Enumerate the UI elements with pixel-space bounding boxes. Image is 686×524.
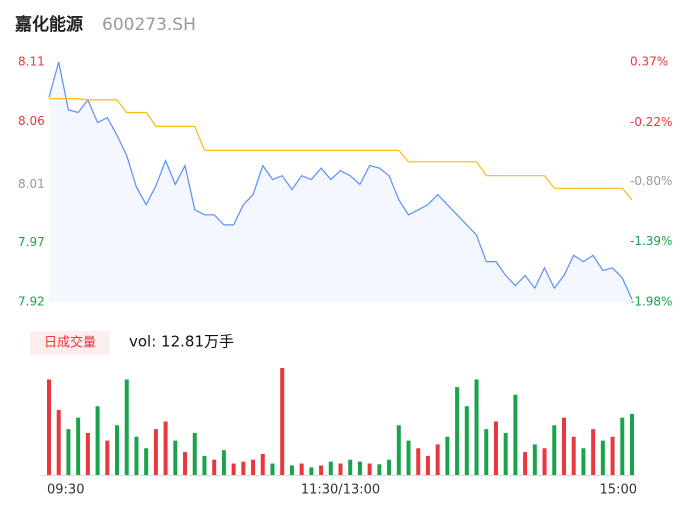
volume-bar: [183, 452, 188, 475]
volume-bar: [260, 453, 265, 475]
y-tick-label: 7.97: [18, 235, 45, 249]
y2-tick-label: 0.37%: [630, 55, 668, 69]
volume-bar: [299, 463, 304, 475]
volume-bar: [328, 461, 333, 475]
volume-bar: [630, 413, 634, 475]
volume-bar: [95, 406, 100, 475]
volume-bar: [416, 448, 421, 475]
volume-bar: [47, 379, 51, 475]
volume-bar: [552, 425, 557, 475]
volume-bar: [134, 436, 139, 475]
volume-bar: [338, 463, 343, 475]
volume-tab[interactable]: [30, 331, 110, 355]
volume-bar: [231, 463, 236, 475]
volume-bar: [455, 387, 460, 475]
volume-bar: [600, 440, 605, 475]
volume-bar: [377, 464, 382, 475]
y-tick-label: 8.11: [18, 55, 45, 69]
volume-bar: [56, 410, 61, 475]
volume-bar: [406, 440, 411, 475]
volume-bar: [445, 436, 450, 475]
volume-bar: [251, 459, 256, 475]
volume-bar: [610, 436, 615, 475]
volume-bar: [503, 432, 508, 475]
volume-bar: [163, 421, 168, 475]
volume-bar: [241, 461, 246, 475]
volume-bar: [493, 421, 498, 475]
volume-bar: [387, 459, 392, 475]
average-line: [49, 98, 633, 201]
volume-bar: [581, 448, 586, 475]
volume-bar: [348, 459, 353, 475]
volume-bar: [192, 432, 197, 475]
x-tick-label: 15:00: [600, 483, 637, 498]
volume-bar: [144, 448, 149, 475]
volume-bar: [153, 429, 158, 475]
stock-name: 嘉化能源: [14, 14, 83, 35]
volume-bar: [66, 429, 71, 475]
volume-bar: [289, 465, 294, 475]
volume-total: vol: 12.81万手: [129, 333, 234, 351]
volume-bar: [542, 448, 547, 475]
volume-bar: [115, 425, 120, 475]
volume-bar: [280, 368, 285, 475]
volume-bar: [76, 417, 81, 475]
volume-bar: [319, 465, 324, 475]
volume-bar: [270, 463, 275, 475]
y-tick-label: 8.06: [18, 114, 45, 128]
price-area: [49, 62, 632, 302]
volume-bar: [212, 459, 217, 475]
volume-bar: [105, 440, 110, 475]
volume-bar: [124, 379, 129, 475]
y2-tick-label: -1.39%: [630, 234, 672, 248]
x-tick-label: 09:30: [47, 483, 84, 498]
volume-bar: [513, 394, 518, 475]
volume-bar: [561, 417, 566, 475]
price-line: [48, 61, 633, 300]
y2-tick-label: -0.80%: [630, 174, 672, 188]
volume-bar: [591, 429, 596, 475]
x-tick-label: 11:30/13:00: [301, 483, 380, 498]
volume-bar: [532, 444, 537, 475]
volume-bar: [221, 450, 226, 475]
volume-bar: [484, 429, 489, 475]
volume-bar: [396, 425, 401, 475]
volume-bar: [85, 432, 90, 475]
volume-bar: [309, 467, 314, 475]
volume-bar: [425, 455, 430, 475]
volume-bar: [357, 461, 362, 475]
volume-bar: [464, 406, 469, 475]
volume-bar: [571, 436, 576, 475]
volume-bar: [367, 463, 372, 475]
volume-bar: [523, 452, 528, 475]
volume-bar: [202, 455, 207, 475]
volume-bar: [474, 379, 479, 475]
volume-tab-label[interactable]: 日成交量: [44, 335, 96, 351]
volume-bar: [173, 440, 178, 475]
volume-bar: [435, 444, 440, 475]
y2-tick-label: -1.98%: [630, 295, 672, 309]
y-tick-label: 7.92: [18, 295, 45, 309]
y2-tick-label: -0.22%: [630, 115, 672, 129]
y-tick-label: 8.01: [18, 177, 45, 191]
stock-code: 600273.SH: [102, 15, 196, 35]
volume-bar: [620, 417, 625, 475]
